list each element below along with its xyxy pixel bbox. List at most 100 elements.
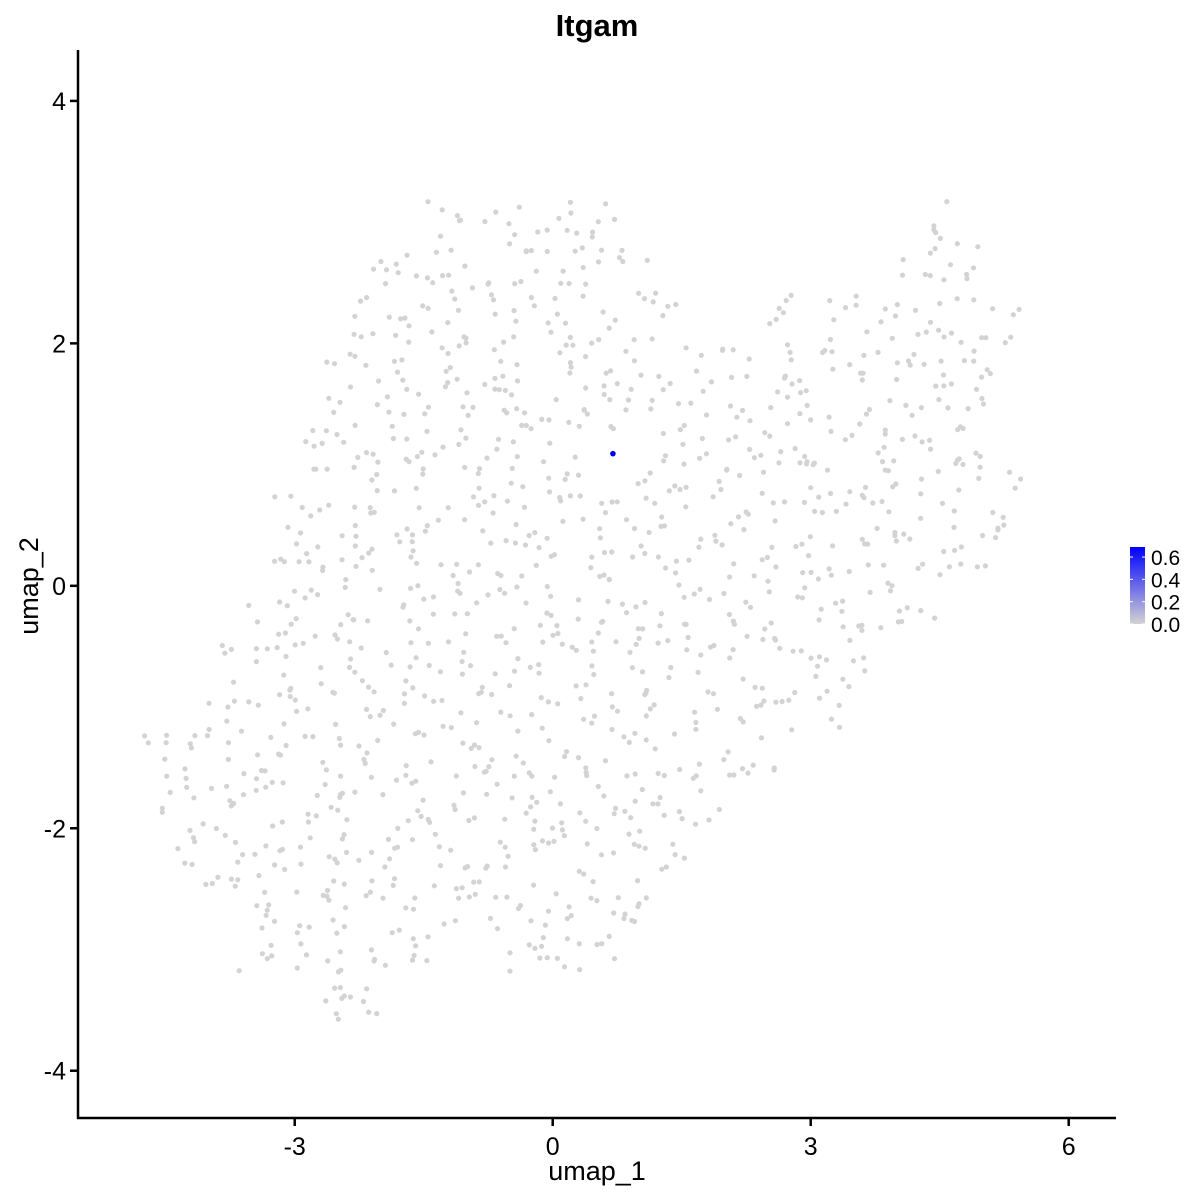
- data-point: [655, 554, 662, 560]
- data-point: [577, 810, 583, 816]
- data-point: [958, 544, 965, 550]
- data-point: [424, 523, 430, 529]
- data-point: [707, 644, 714, 650]
- data-point: [374, 471, 380, 478]
- data-point: [493, 894, 499, 900]
- data-point: [448, 725, 454, 731]
- data-point: [254, 903, 260, 909]
- data-point: [957, 424, 964, 430]
- data-point: [889, 335, 895, 341]
- data-point: [351, 617, 357, 623]
- data-point: [740, 676, 746, 682]
- data-point: [642, 478, 648, 484]
- data-point: [533, 268, 539, 274]
- data-point: [766, 589, 772, 595]
- data-point: [410, 685, 416, 691]
- data-point: [203, 881, 209, 888]
- data-point: [993, 535, 999, 541]
- data-point: [614, 499, 620, 505]
- data-point: [456, 441, 462, 447]
- data-point: [356, 743, 362, 749]
- data-point: [408, 585, 414, 591]
- data-point: [784, 394, 791, 400]
- data-point: [693, 726, 699, 732]
- data-point: [452, 296, 458, 302]
- x-tick-label: 6: [1062, 1133, 1076, 1161]
- data-point: [603, 201, 609, 207]
- data-point: [407, 664, 413, 670]
- data-point: [611, 956, 618, 962]
- data-point: [799, 541, 805, 547]
- data-point: [688, 400, 694, 406]
- data-point: [246, 699, 252, 705]
- data-point: [1010, 312, 1016, 318]
- data-point: [882, 306, 888, 312]
- data-point: [760, 469, 767, 475]
- data-point: [254, 619, 261, 625]
- data-point: [401, 602, 407, 608]
- data-point: [471, 879, 477, 885]
- data-point: [589, 720, 595, 726]
- data-point: [630, 554, 636, 560]
- data-point: [415, 583, 421, 589]
- data-point: [326, 854, 332, 860]
- data-point: [368, 774, 374, 780]
- data-point: [677, 486, 683, 493]
- data-point: [874, 525, 880, 532]
- data-point: [287, 693, 293, 700]
- data-point: [631, 358, 638, 364]
- data-point: [647, 706, 653, 712]
- data-point: [188, 745, 194, 751]
- data-point: [459, 671, 465, 677]
- data-point: [400, 377, 406, 383]
- data-point: [393, 777, 400, 783]
- data-point: [447, 365, 453, 371]
- data-point: [413, 273, 419, 279]
- data-point: [475, 562, 481, 568]
- data-point: [521, 504, 528, 510]
- data-point: [580, 264, 586, 271]
- data-point: [502, 816, 508, 822]
- data-point: [352, 422, 358, 428]
- data-point: [476, 466, 483, 472]
- data-point: [341, 439, 347, 445]
- data-point: [776, 305, 782, 311]
- data-point: [266, 902, 272, 908]
- data-point: [589, 234, 595, 240]
- data-point: [692, 709, 698, 715]
- data-point: [918, 491, 924, 497]
- data-point: [439, 207, 445, 213]
- data-point: [771, 767, 777, 773]
- data-point: [352, 543, 358, 549]
- data-point: [255, 752, 261, 758]
- data-point: [626, 739, 632, 746]
- data-point: [733, 434, 739, 440]
- data-point: [726, 611, 733, 618]
- data-point: [673, 558, 680, 564]
- data-point: [594, 826, 600, 832]
- data-point: [528, 248, 534, 254]
- data-point: [470, 404, 476, 410]
- data-point: [374, 1011, 380, 1017]
- data-point: [387, 856, 393, 862]
- data-point: [816, 695, 823, 701]
- data-point: [576, 868, 582, 874]
- data-point: [445, 380, 451, 386]
- data-point: [298, 941, 304, 947]
- data-point: [697, 455, 703, 461]
- data-point: [743, 599, 749, 605]
- data-point: [222, 650, 228, 656]
- data-point: [238, 728, 245, 734]
- data-point: [380, 792, 386, 798]
- data-point: [356, 857, 362, 863]
- data-point: [394, 532, 400, 538]
- data-point: [731, 561, 737, 567]
- colorbar-tick-label: 0.2: [1151, 592, 1180, 615]
- data-point: [590, 648, 597, 654]
- data-point: [564, 916, 571, 922]
- data-point: [650, 801, 656, 807]
- data-point: [751, 573, 757, 579]
- data-point: [758, 735, 765, 741]
- data-point: [358, 645, 364, 651]
- data-point: [861, 352, 867, 358]
